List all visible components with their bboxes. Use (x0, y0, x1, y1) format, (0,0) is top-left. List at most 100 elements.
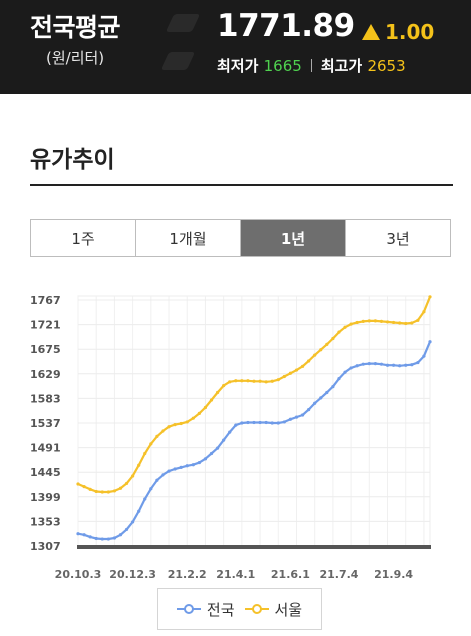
data-point (349, 322, 353, 326)
data-point (300, 364, 305, 368)
data-point (294, 368, 299, 372)
data-point (416, 360, 420, 365)
section-title: 유가추이 (30, 147, 115, 173)
x-tick-label: 20.10.3 (55, 568, 102, 581)
data-point (258, 379, 262, 383)
data-point (325, 342, 329, 346)
data-point (82, 485, 86, 489)
average-price: 1771.89 (217, 8, 355, 44)
data-point (270, 421, 274, 425)
y-tick-label: 1675 (30, 343, 61, 356)
data-point (131, 474, 135, 478)
y-tick-label: 1583 (30, 392, 61, 405)
data-point (355, 320, 359, 325)
region-title: 전국평균 (30, 13, 121, 42)
data-point (398, 364, 402, 368)
tab-1-year[interactable]: 1년 (241, 220, 346, 256)
legend-item-seoul[interactable]: 서울 (244, 599, 302, 620)
data-point (215, 390, 220, 395)
data-point (361, 362, 365, 366)
data-point (422, 310, 426, 314)
data-point (76, 482, 80, 486)
low-value: 1665 (263, 57, 302, 75)
data-point (155, 434, 159, 438)
data-point (82, 533, 86, 537)
price-unit: (원/리터) (46, 49, 105, 67)
stats-divider (310, 59, 312, 72)
data-point (307, 359, 311, 363)
data-point (282, 374, 286, 379)
data-point (215, 446, 220, 450)
data-point (143, 451, 147, 456)
data-point (191, 463, 195, 467)
data-point (300, 413, 305, 417)
data-point (391, 363, 396, 367)
tab-3-years[interactable]: 3년 (346, 220, 450, 256)
tab-1-month[interactable]: 1개월 (136, 220, 241, 256)
data-point (319, 396, 323, 400)
data-point (203, 457, 208, 461)
data-point (264, 380, 268, 384)
data-point (428, 295, 432, 299)
data-point (313, 353, 317, 357)
data-point (385, 363, 390, 367)
data-point (209, 398, 214, 402)
data-point (319, 348, 323, 352)
data-point (100, 537, 104, 541)
header-bar: 전국평균 (원/리터) 1771.89 1.00 최저가 1665 최고가 265… (0, 0, 471, 94)
data-point (191, 416, 195, 420)
data-point (404, 363, 408, 367)
data-point (325, 390, 329, 395)
data-point (373, 319, 377, 323)
data-point (313, 401, 317, 405)
data-point (361, 319, 365, 323)
decoration-shape (160, 52, 196, 70)
data-point (276, 378, 280, 382)
data-point (203, 405, 208, 410)
y-tick-label: 1721 (30, 319, 61, 332)
data-point (185, 420, 189, 424)
data-point (422, 354, 426, 358)
data-point (197, 460, 201, 465)
high-label: 최고가 (320, 57, 363, 75)
data-point (228, 430, 232, 434)
data-point (118, 533, 123, 537)
data-point (246, 420, 250, 425)
data-point (173, 423, 177, 427)
data-point (106, 490, 110, 494)
x-tick-label: 21.2.2 (168, 568, 207, 581)
legend-item-national[interactable]: 전국 (176, 599, 235, 620)
data-point (288, 417, 293, 421)
data-point (173, 467, 177, 471)
data-point (209, 451, 214, 456)
data-point (155, 478, 159, 482)
data-point (373, 362, 377, 366)
up-triangle-icon (362, 24, 380, 40)
data-point (246, 379, 250, 383)
data-point (252, 379, 256, 383)
data-point (124, 527, 129, 532)
data-point (167, 425, 171, 429)
data-point (282, 420, 286, 424)
tab-1-week[interactable]: 1주 (31, 220, 136, 256)
price-trend-chart: 1307 1353 1399 1445 1491 1537 1583 1629 1675 1721… (30, 294, 432, 581)
y-tick-label: 1399 (30, 491, 61, 504)
data-point (416, 318, 420, 322)
data-point (234, 379, 238, 383)
data-point (264, 420, 268, 425)
data-point (161, 473, 165, 477)
data-point (179, 465, 183, 469)
data-point (228, 380, 232, 384)
data-point (294, 415, 299, 419)
data-point (355, 364, 359, 368)
x-axis-baseline (77, 545, 431, 549)
data-point (288, 371, 293, 375)
data-point (88, 487, 92, 491)
data-point (149, 487, 153, 491)
data-point (222, 383, 226, 388)
data-point (185, 464, 189, 468)
data-point (179, 421, 183, 426)
x-tick-label: 20.12.3 (109, 568, 156, 581)
data-point (94, 489, 98, 494)
low-label: 최저가 (217, 57, 259, 75)
